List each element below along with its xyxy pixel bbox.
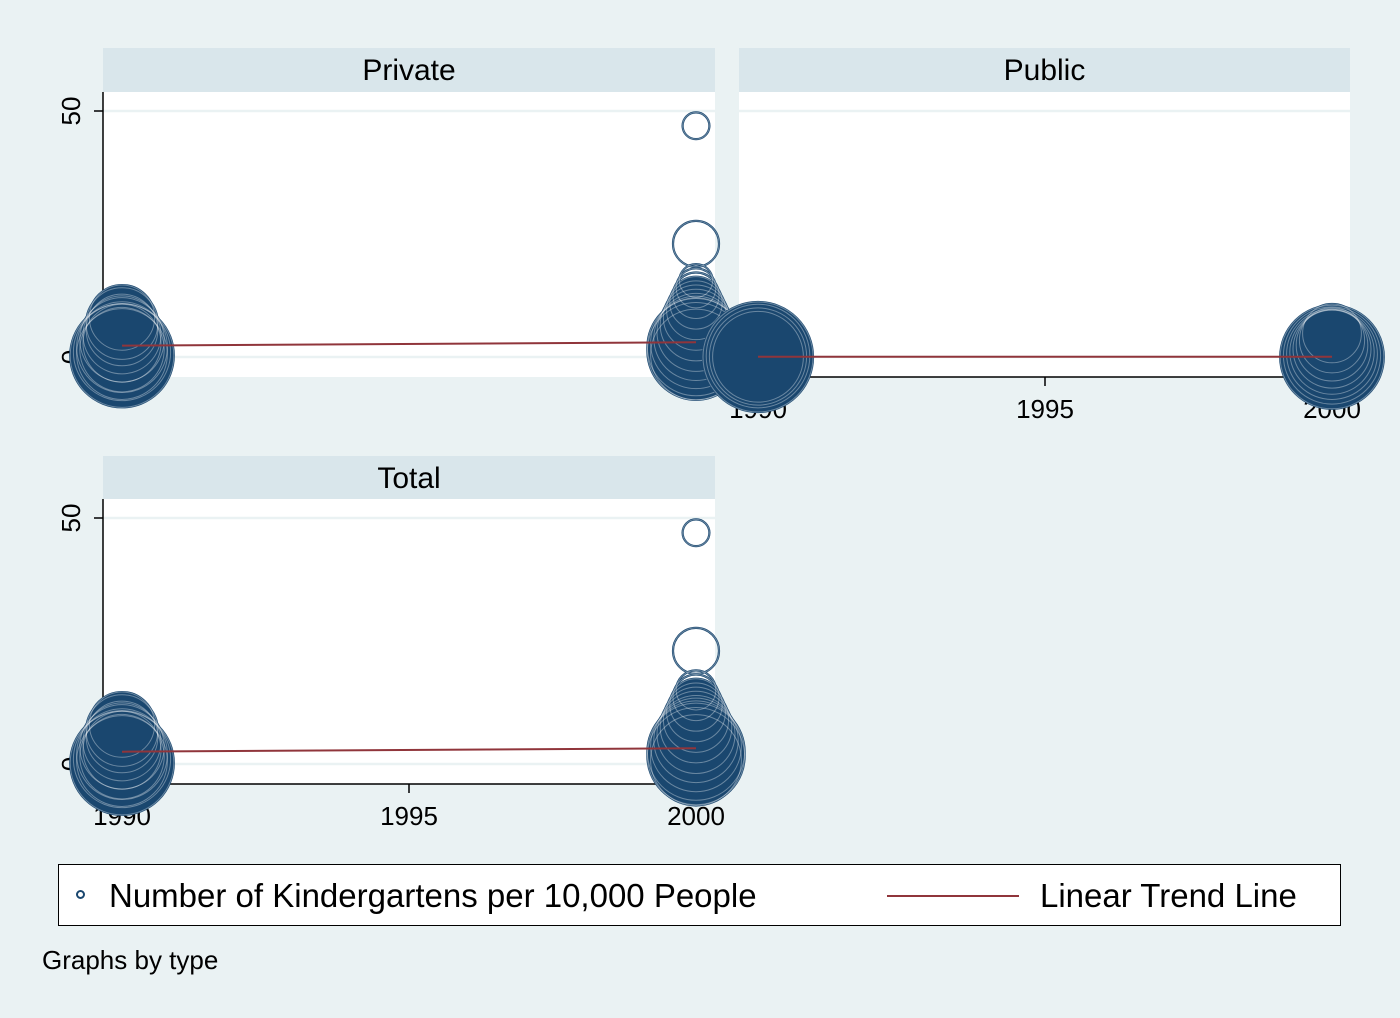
panel-title: Private (362, 54, 455, 87)
data-point (88, 690, 156, 759)
data-point-outline (669, 678, 723, 732)
legend-label-trend: Linear Trend Line (1040, 877, 1297, 914)
data-point (1301, 302, 1363, 364)
panel-header (103, 456, 715, 500)
data-point (671, 219, 721, 268)
data-point (681, 111, 711, 141)
data-point-outline (682, 111, 710, 140)
data-point-outline (85, 293, 159, 367)
legend-trend-line-icon (887, 895, 1019, 897)
data-point-outline (82, 710, 162, 790)
data-point (649, 713, 743, 807)
panel-header (739, 48, 1350, 92)
data-point-outline (675, 669, 717, 711)
x-tick-label: 1995 (380, 801, 438, 831)
legend-marker-circle-icon (76, 890, 85, 899)
data-point-outline (666, 280, 726, 341)
data-point-outline (666, 682, 726, 743)
data-point-outline (675, 267, 717, 309)
data-point-outline (672, 674, 720, 722)
data-point-outline (79, 713, 165, 800)
data-point-outline (82, 702, 162, 782)
data-point-outline (82, 295, 162, 375)
data-point-outline (72, 709, 172, 809)
data-point-outline (76, 708, 168, 801)
data-point-outline (672, 627, 720, 675)
data-point-outline (79, 297, 165, 383)
data-point-outline (678, 263, 714, 298)
panel-header (103, 48, 715, 92)
plot-area (103, 92, 715, 377)
data-point-outline (1289, 309, 1375, 395)
data-point-outline (659, 690, 733, 764)
data-point-outline (82, 303, 162, 383)
legend: Number of Kindergartens per 10,000 Peopl… (58, 864, 1341, 926)
data-point-outline (1295, 308, 1369, 382)
data-point-outline (662, 686, 730, 753)
data-point-outline (1282, 306, 1382, 405)
data-point-outline (650, 700, 742, 793)
data-point-outline (85, 694, 159, 767)
data-point-outline (69, 303, 175, 408)
panel-title: Total (377, 462, 440, 495)
data-point-outline (88, 691, 156, 758)
data-point-outline (1292, 309, 1372, 389)
legend-label-kindergartens: Number of Kindergartens per 10,000 Peopl… (109, 877, 757, 914)
data-point-outline (656, 694, 736, 774)
data-point-outline (646, 702, 746, 801)
data-point-outline (646, 707, 746, 806)
trend-line (121, 747, 697, 753)
data-point-outline (76, 715, 168, 807)
y-tick-label: 50 (56, 504, 86, 533)
data-point-outline (672, 220, 720, 268)
data-point-outline (653, 697, 739, 784)
data-point-outline (69, 710, 175, 816)
data-point-outline (72, 302, 172, 402)
panel-public: Public199019952000 (701, 48, 1385, 424)
panel-title: Public (1004, 54, 1086, 87)
panel-private: Private050 (56, 48, 746, 409)
y-tick-label: 50 (56, 97, 86, 126)
data-point (681, 518, 711, 548)
data-point-outline (79, 704, 165, 790)
plot-area (103, 499, 715, 784)
data-point-outline (669, 276, 723, 330)
graphs-by-note: Graphs by type (42, 945, 219, 975)
data-point-outline (1302, 303, 1362, 364)
data-point-outline (682, 518, 710, 547)
trend-line (121, 341, 697, 347)
data-point-outline (650, 714, 742, 806)
data-point-outline (76, 308, 168, 400)
data-point-outline (76, 301, 168, 394)
data-point-outline (79, 306, 165, 393)
data-point-outline (1298, 307, 1366, 374)
data-point (88, 283, 156, 352)
data-point-outline (672, 272, 720, 319)
data-point-outline (85, 700, 159, 774)
data-point-outline (88, 284, 156, 351)
data-point-outline (1286, 308, 1378, 400)
x-tick-label: 1995 (1016, 394, 1074, 424)
panel-total: Total050199019952000 (56, 456, 746, 831)
data-point-outline (85, 287, 159, 360)
plot-area (739, 92, 1350, 377)
